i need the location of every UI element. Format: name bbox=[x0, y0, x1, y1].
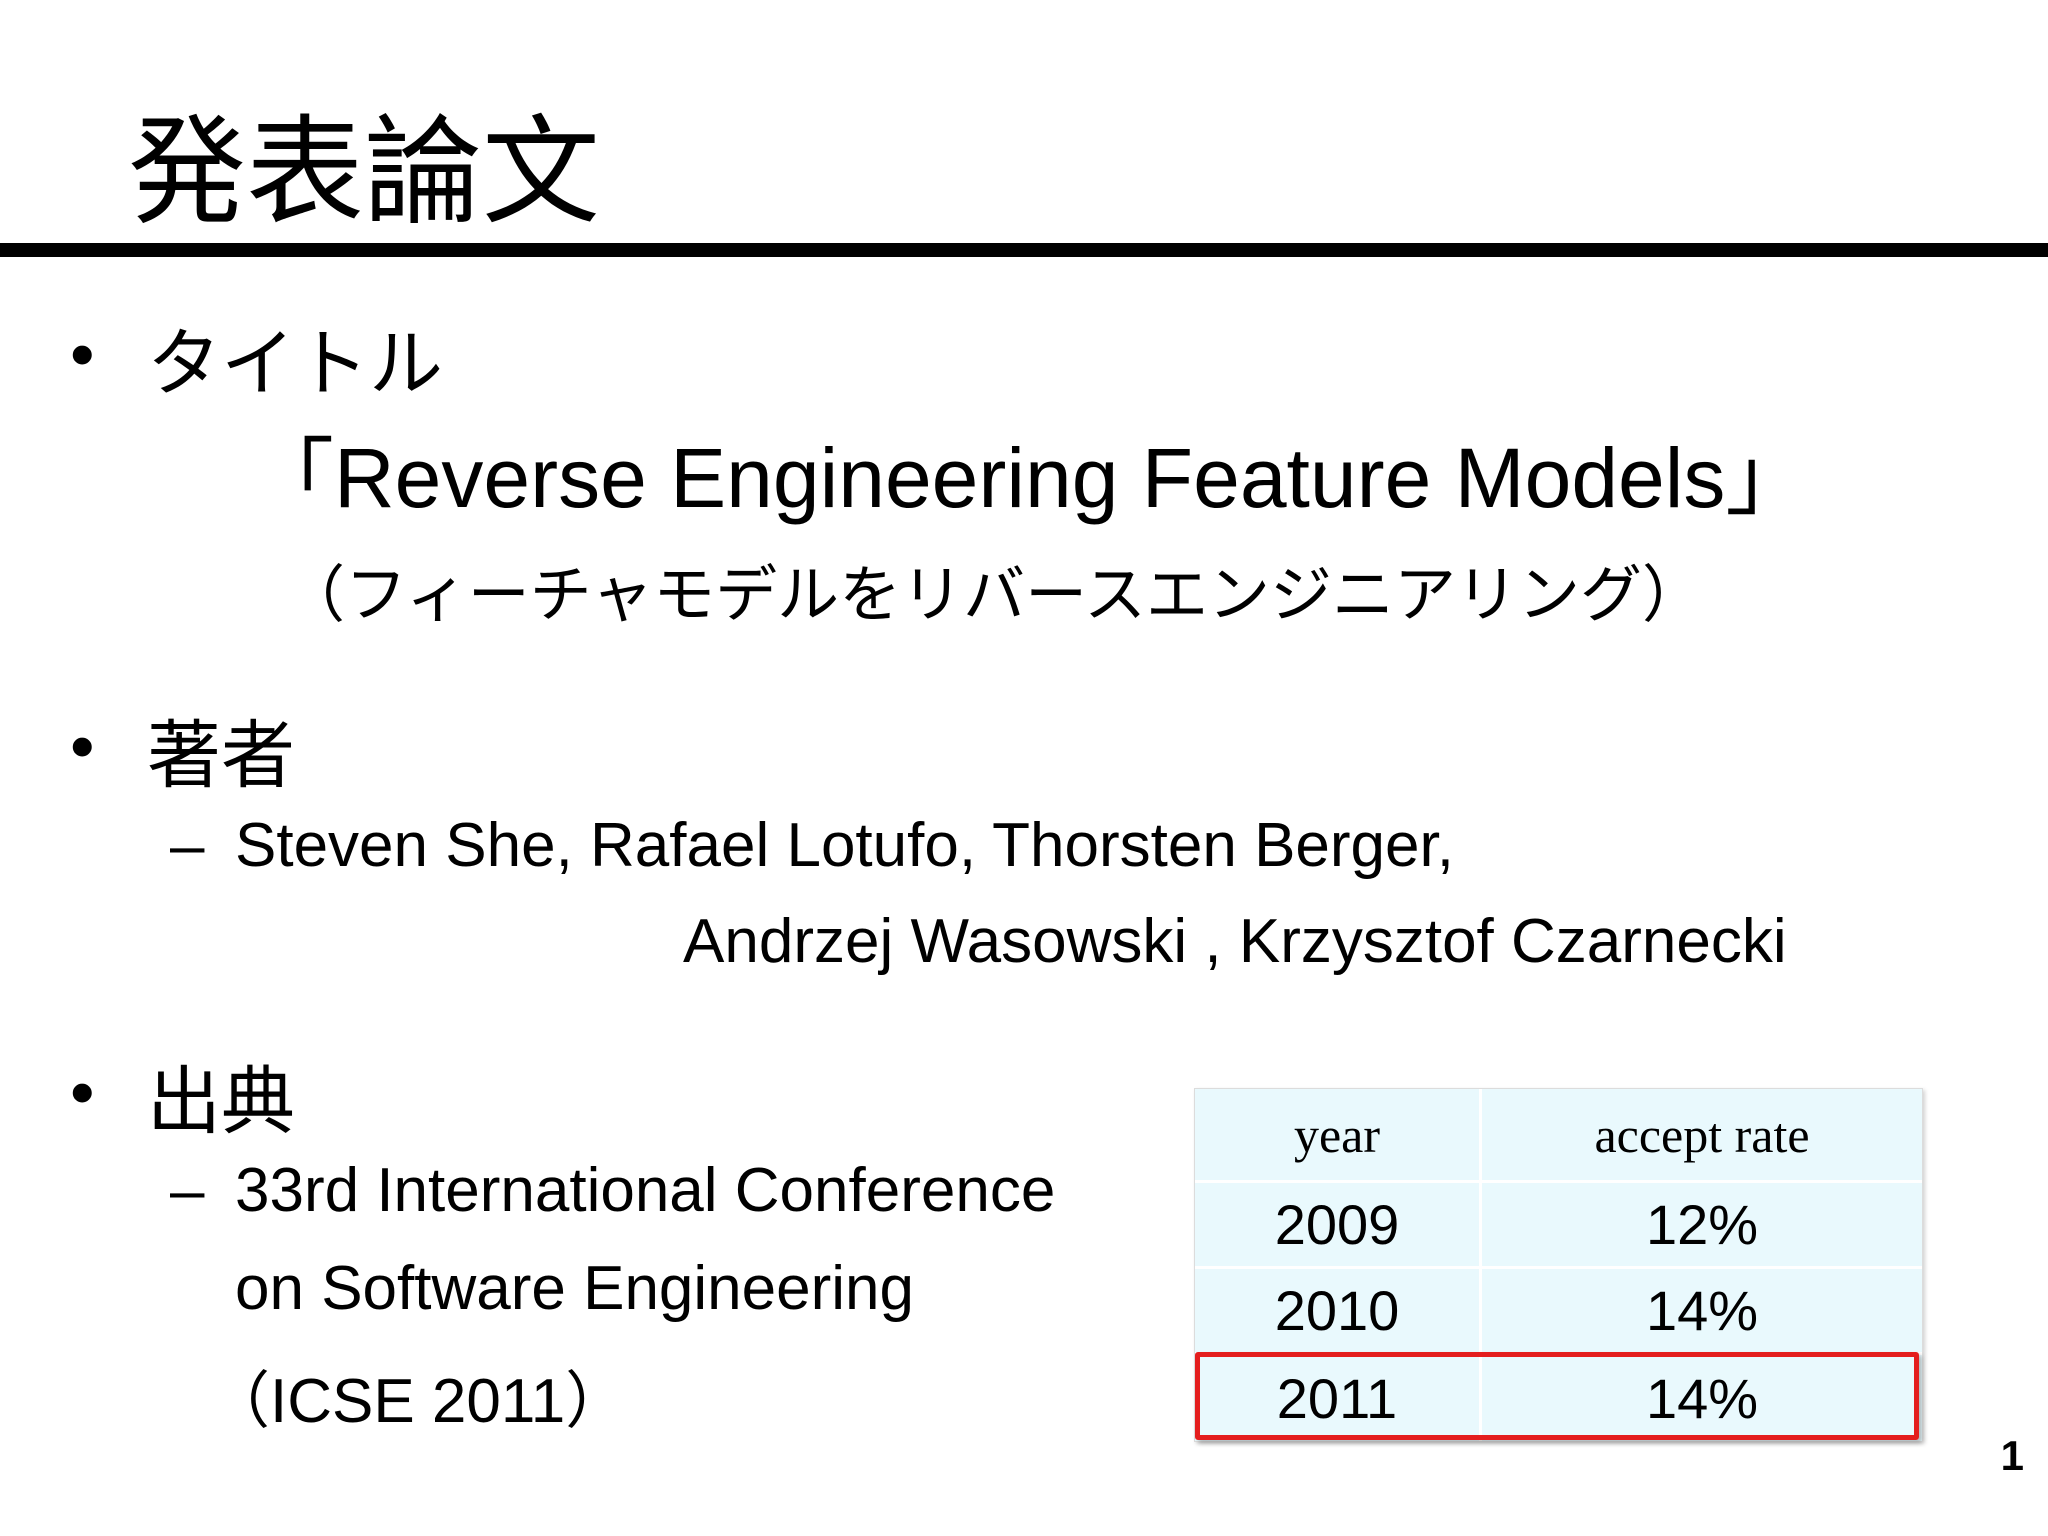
authors-line-1: Steven She, Rafael Lotufo, Thorsten Berg… bbox=[235, 811, 1454, 880]
bullet-authors: • bbox=[70, 707, 95, 785]
cell-accept-rate: 14% bbox=[1645, 1367, 1759, 1430]
table-row: 2009 12% bbox=[1195, 1180, 1922, 1267]
heading-authors: 著者 bbox=[147, 713, 295, 799]
header-year: year bbox=[1293, 1107, 1381, 1163]
cell-accept-rate: 14% bbox=[1645, 1279, 1759, 1342]
bullet-source: • bbox=[70, 1053, 95, 1131]
cell-accept-rate: 12% bbox=[1645, 1193, 1759, 1256]
source-line-2: on Software Engineering bbox=[235, 1254, 915, 1323]
cell-year: 2011 bbox=[1276, 1367, 1398, 1430]
table-row: 2010 14% bbox=[1195, 1266, 1922, 1353]
source-line-3: （ICSE 2011） bbox=[208, 1367, 628, 1436]
source-dash: – bbox=[170, 1156, 205, 1225]
authors-dash: – bbox=[170, 811, 205, 880]
highlight-box bbox=[1195, 1352, 1919, 1440]
paper-title-japanese: （フィーチャモデルをリバースエンジニアリング） bbox=[283, 558, 1705, 631]
cell-year: 2010 bbox=[1274, 1279, 1400, 1342]
accept-rate-table: year accept rate 2009 12% 2010 14% 2011 … bbox=[1194, 1088, 1923, 1442]
paper-title: 「Reverse Engineering Feature Models」 bbox=[250, 431, 1810, 525]
source-line-1: 33rd International Conference bbox=[235, 1156, 1056, 1225]
header-accept-rate: accept rate bbox=[1594, 1107, 1810, 1163]
cell-year: 2009 bbox=[1274, 1193, 1400, 1256]
table-column-separator bbox=[1479, 1089, 1482, 1441]
slide-title: 発表論文 bbox=[128, 103, 601, 241]
heading-source: 出典 bbox=[147, 1059, 295, 1145]
table-header-row: year accept rate bbox=[1195, 1089, 1922, 1181]
bullet-title: • bbox=[70, 315, 95, 393]
authors-line-2: Andrzej Wasowski , Krzysztof Czarnecki bbox=[683, 907, 1787, 976]
page-number: 1 bbox=[2000, 1432, 2024, 1479]
title-divider bbox=[0, 243, 2048, 257]
heading-title: タイトル bbox=[147, 321, 443, 407]
